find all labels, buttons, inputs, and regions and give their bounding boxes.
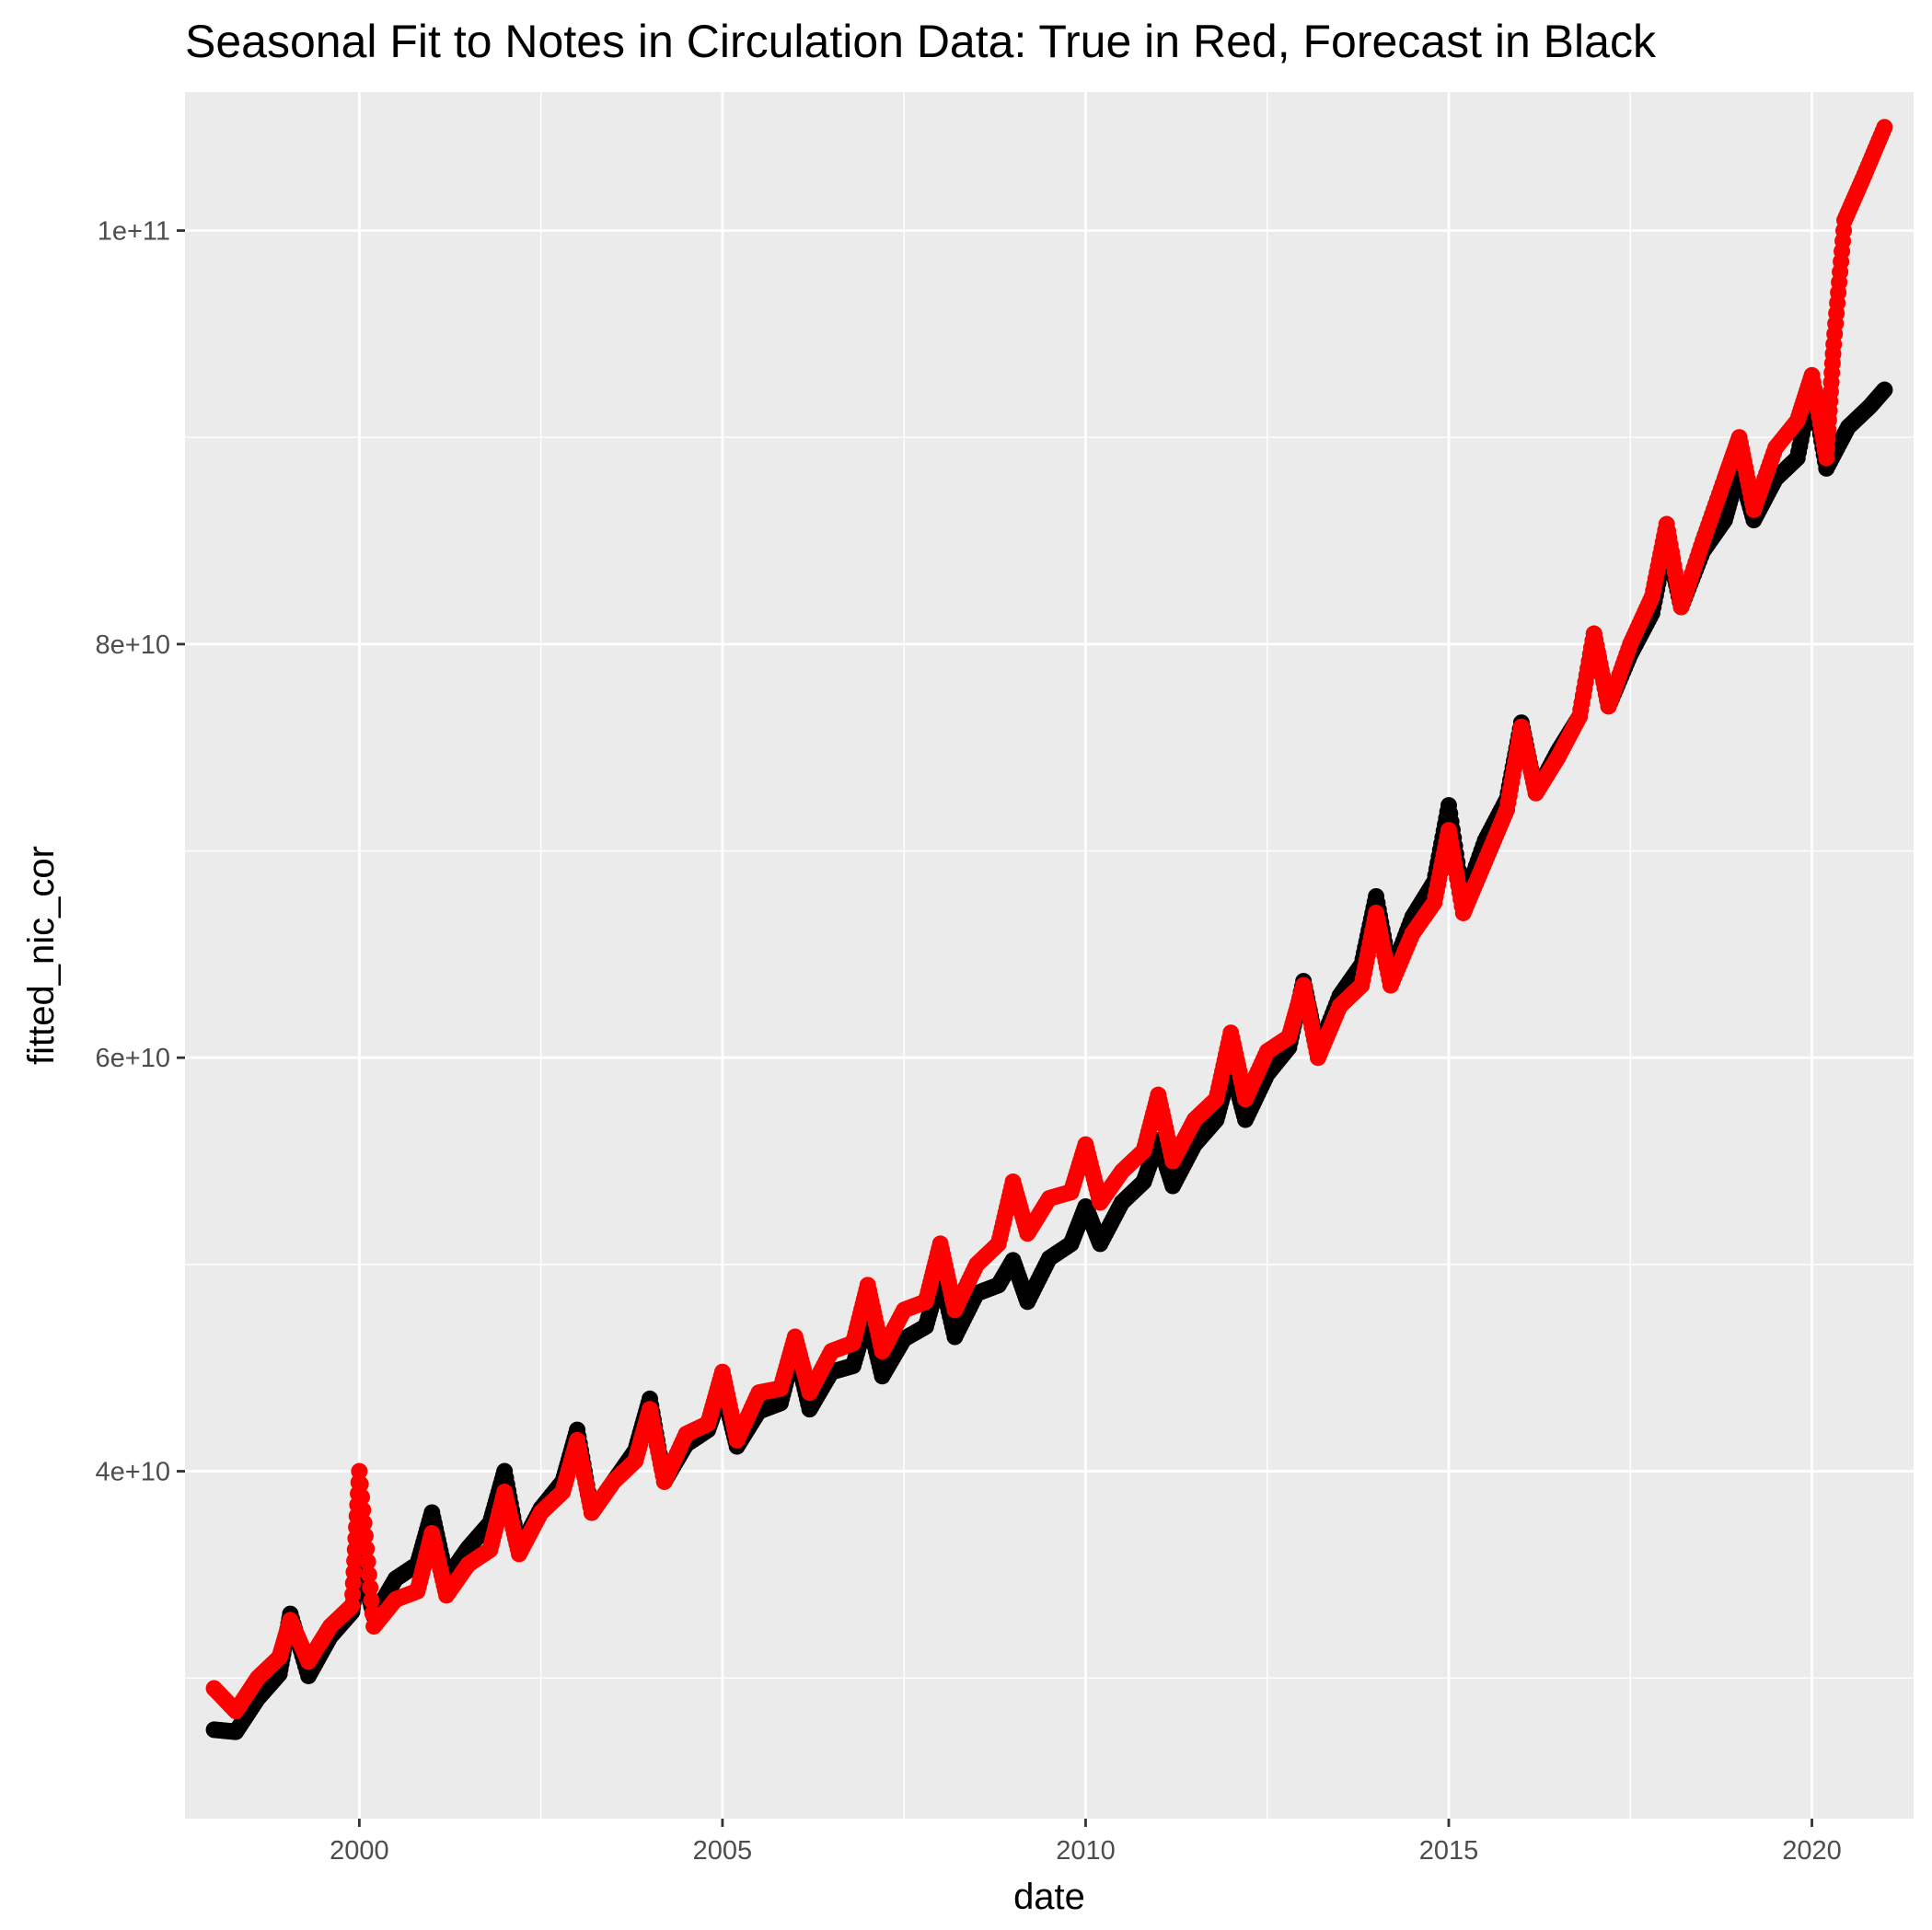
x-axis-label: date xyxy=(1013,1877,1085,1917)
y-tick-label: 1e+11 xyxy=(98,217,170,247)
x-tick-label: 2005 xyxy=(693,1836,753,1866)
data-point-interp xyxy=(353,1488,371,1506)
data-points xyxy=(205,119,1893,1740)
data-point-interp xyxy=(362,1578,379,1596)
y-tick-label: 6e+10 xyxy=(96,1044,170,1073)
data-point-interp xyxy=(355,1514,373,1531)
data-point-interp xyxy=(358,1540,376,1557)
x-tick-label: 2015 xyxy=(1419,1836,1479,1866)
y-tick-label: 8e+10 xyxy=(96,630,170,660)
chart-title: Seasonal Fit to Notes in Circulation Dat… xyxy=(185,16,1657,67)
data-point-interp xyxy=(360,1566,377,1583)
y-tick-label: 4e+10 xyxy=(96,1458,170,1487)
data-point xyxy=(1876,381,1893,399)
data-point-interp xyxy=(363,1591,380,1609)
x-tick-label: 2020 xyxy=(1782,1836,1842,1866)
x-tick-label: 2010 xyxy=(1056,1836,1116,1866)
y-axis-label: fitted_nic_cor xyxy=(21,846,62,1065)
axes: 2000 2005 2010 2015 2020 4e+10 6e+10 8e+10 1e+11 xyxy=(96,217,1842,1866)
data-point-interp xyxy=(359,1553,376,1570)
x-tick-label: 2000 xyxy=(330,1836,389,1866)
data-point-interp xyxy=(354,1501,372,1519)
data-point-interp xyxy=(356,1527,374,1544)
data-point xyxy=(1876,119,1893,136)
data-point xyxy=(351,1462,368,1480)
data-point-interp xyxy=(352,1475,369,1493)
